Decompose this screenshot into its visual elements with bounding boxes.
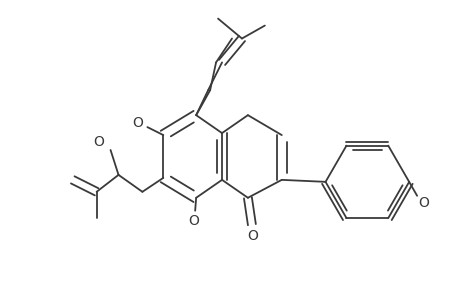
- Text: O: O: [93, 135, 104, 149]
- Text: O: O: [188, 214, 199, 228]
- Text: O: O: [418, 196, 429, 210]
- Text: O: O: [247, 229, 258, 243]
- Text: O: O: [132, 116, 143, 130]
